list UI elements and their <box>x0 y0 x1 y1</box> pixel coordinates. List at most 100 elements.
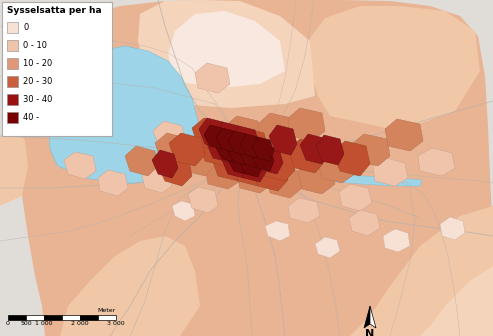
Polygon shape <box>252 147 274 171</box>
Text: 3 000: 3 000 <box>107 321 125 326</box>
Polygon shape <box>195 63 230 93</box>
Polygon shape <box>199 118 227 148</box>
Polygon shape <box>238 166 422 186</box>
Polygon shape <box>258 113 295 146</box>
Polygon shape <box>383 229 410 252</box>
Polygon shape <box>98 170 128 196</box>
Polygon shape <box>228 141 250 165</box>
Polygon shape <box>216 128 238 152</box>
Polygon shape <box>219 138 255 171</box>
Polygon shape <box>288 139 325 173</box>
Polygon shape <box>48 46 200 184</box>
Polygon shape <box>236 162 272 193</box>
Polygon shape <box>169 133 205 166</box>
Polygon shape <box>152 150 178 178</box>
Polygon shape <box>180 146 215 176</box>
Polygon shape <box>259 148 295 181</box>
Polygon shape <box>212 123 248 156</box>
Bar <box>7 94 18 105</box>
Polygon shape <box>420 266 493 336</box>
Polygon shape <box>318 153 355 183</box>
Polygon shape <box>418 148 455 176</box>
Polygon shape <box>60 236 200 336</box>
Polygon shape <box>350 206 493 336</box>
Polygon shape <box>315 237 340 258</box>
Polygon shape <box>222 150 250 178</box>
Polygon shape <box>316 135 344 165</box>
Polygon shape <box>298 161 335 194</box>
Bar <box>2 2 112 136</box>
Polygon shape <box>231 126 259 156</box>
Polygon shape <box>373 158 408 186</box>
Polygon shape <box>240 144 262 168</box>
Polygon shape <box>349 210 380 236</box>
Bar <box>7 112 18 123</box>
Polygon shape <box>155 133 190 163</box>
Bar <box>7 22 18 33</box>
Polygon shape <box>153 121 185 149</box>
Polygon shape <box>20 0 493 336</box>
Polygon shape <box>370 306 376 328</box>
Polygon shape <box>172 201 195 221</box>
Polygon shape <box>240 134 262 158</box>
Polygon shape <box>239 141 267 170</box>
Bar <box>26 315 44 320</box>
Bar <box>98 315 116 320</box>
Polygon shape <box>232 154 268 186</box>
Polygon shape <box>215 122 243 152</box>
Polygon shape <box>188 187 218 213</box>
Polygon shape <box>192 118 228 151</box>
Polygon shape <box>225 170 240 178</box>
Polygon shape <box>364 306 370 328</box>
Text: 30 - 40: 30 - 40 <box>23 95 52 104</box>
Text: 500: 500 <box>20 321 32 326</box>
Polygon shape <box>64 152 96 179</box>
Bar <box>62 315 80 320</box>
Text: 2 000: 2 000 <box>71 321 89 326</box>
Bar <box>44 315 62 320</box>
Polygon shape <box>333 141 370 176</box>
Polygon shape <box>192 161 238 180</box>
Polygon shape <box>228 150 250 174</box>
Polygon shape <box>265 221 290 241</box>
Polygon shape <box>0 126 28 206</box>
Polygon shape <box>138 0 315 108</box>
Bar <box>8 315 26 320</box>
Polygon shape <box>288 108 325 141</box>
Polygon shape <box>352 134 390 166</box>
Polygon shape <box>266 166 302 198</box>
Text: 0 - 10: 0 - 10 <box>23 41 47 50</box>
Text: N: N <box>365 329 375 336</box>
Text: Sysselsatta per ha: Sysselsatta per ha <box>7 6 102 15</box>
Polygon shape <box>239 143 275 176</box>
Polygon shape <box>204 125 226 149</box>
Polygon shape <box>225 116 262 148</box>
Polygon shape <box>300 134 328 164</box>
Polygon shape <box>288 198 320 223</box>
Bar <box>7 76 18 87</box>
Bar <box>80 315 98 320</box>
Polygon shape <box>223 138 251 166</box>
Polygon shape <box>252 137 274 161</box>
Polygon shape <box>240 153 262 177</box>
Polygon shape <box>238 154 266 182</box>
Polygon shape <box>440 217 465 240</box>
Text: 10 - 20: 10 - 20 <box>23 59 52 68</box>
Text: 20 - 30: 20 - 30 <box>23 77 52 86</box>
Polygon shape <box>339 184 372 211</box>
Polygon shape <box>205 159 240 189</box>
Polygon shape <box>232 128 268 161</box>
Polygon shape <box>228 131 250 155</box>
Bar <box>7 40 18 51</box>
Polygon shape <box>255 145 283 174</box>
Polygon shape <box>308 6 480 131</box>
Text: 1 000: 1 000 <box>35 321 53 326</box>
Polygon shape <box>269 125 297 155</box>
Polygon shape <box>212 149 248 181</box>
Text: Meter: Meter <box>98 308 116 313</box>
Polygon shape <box>252 158 288 191</box>
Polygon shape <box>125 146 158 176</box>
Polygon shape <box>142 169 172 193</box>
Text: 40 -: 40 - <box>23 113 39 122</box>
Bar <box>7 58 18 69</box>
